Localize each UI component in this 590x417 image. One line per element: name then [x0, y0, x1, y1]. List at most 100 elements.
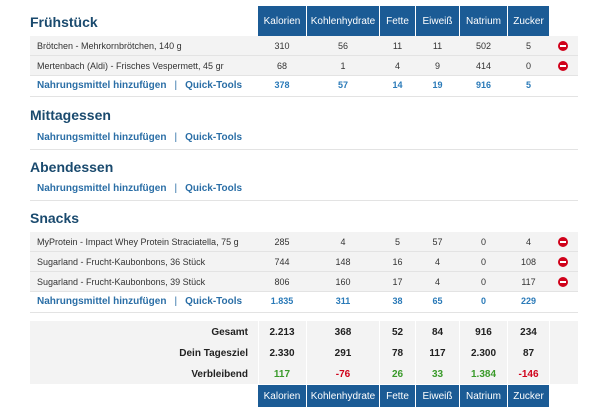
minus-circle-icon[interactable] — [558, 257, 568, 267]
protein-value: 57 — [432, 237, 443, 247]
total-fat: 38 — [392, 296, 403, 306]
table-row — [30, 252, 578, 271]
column-header-calories: Kalorien — [258, 385, 306, 407]
summary-total-protein: 84 — [431, 327, 444, 338]
summary-remaining-sodium: 1.384 — [470, 369, 497, 380]
carbs-value: 56 — [337, 41, 348, 51]
carbs-value: 148 — [335, 257, 351, 267]
total-fat: 14 — [392, 80, 403, 90]
total-protein: 65 — [432, 296, 443, 306]
summary-label-remaining: Verbleibend — [191, 369, 248, 380]
summary-column-divider — [459, 321, 460, 384]
summary-column-divider — [507, 321, 508, 384]
minus-circle-icon[interactable] — [558, 61, 568, 71]
add-food-link[interactable]: Nahrungsmittel hinzufügen — [37, 80, 167, 91]
column-header-carbs: Kohlenhydrate — [307, 385, 379, 407]
summary-goal-calories: 2.330 — [269, 348, 295, 359]
summary-goal-protein: 117 — [429, 348, 446, 359]
summary-total-fat: 52 — [391, 327, 404, 338]
sodium-value: 0 — [480, 237, 486, 247]
row-divider — [30, 312, 578, 313]
summary-goal-sugar: 87 — [522, 348, 535, 359]
minus-circle-icon[interactable] — [558, 277, 568, 287]
summary-remaining-fat: 26 — [391, 369, 404, 380]
summary-total-sodium: 916 — [475, 327, 492, 338]
sodium-value: 414 — [475, 61, 492, 71]
link-separator: | — [174, 132, 178, 143]
carbs-value: 1 — [340, 61, 346, 71]
row-divider — [30, 149, 578, 150]
meal-title-breakfast: Frühstück — [30, 14, 98, 30]
summary-remaining-sugar: -146 — [518, 369, 539, 380]
meal-actions-breakfast: Nahrungsmittel hinzufügen | Quick-Tools — [37, 80, 242, 91]
food-name[interactable]: Sugarland - Frucht-Kaubonbons, 39 Stück — [37, 277, 206, 287]
food-name[interactable]: Brötchen - Mehrkornbrötchen, 140 g — [37, 41, 182, 51]
summary-total-sugar: 234 — [520, 327, 537, 338]
add-food-link[interactable]: Nahrungsmittel hinzufügen — [37, 296, 167, 307]
minus-circle-icon[interactable] — [558, 41, 568, 51]
meal-actions-dinner: Nahrungsmittel hinzufügen | Quick-Tools — [37, 183, 242, 194]
add-food-link[interactable]: Nahrungsmittel hinzufügen — [37, 183, 167, 194]
food-name[interactable]: MyProtein - Impact Whey Protein Straciat… — [37, 237, 239, 247]
total-calories: 378 — [274, 80, 290, 90]
summary-remaining-calories: 117 — [273, 369, 291, 380]
row-divider — [30, 251, 578, 252]
add-food-link[interactable]: Nahrungsmittel hinzufügen — [37, 132, 167, 143]
calories-value: 806 — [274, 277, 290, 287]
total-sugar: 5 — [525, 80, 531, 90]
fat-value: 16 — [392, 257, 403, 267]
sodium-value: 0 — [480, 277, 486, 287]
summary-goal-fat: 78 — [391, 348, 404, 359]
total-protein: 19 — [432, 80, 443, 90]
row-divider — [30, 96, 578, 97]
meal-actions-lunch: Nahrungsmittel hinzufügen | Quick-Tools — [37, 132, 242, 143]
column-header-protein: Eiweiß — [416, 6, 459, 36]
row-divider — [30, 271, 578, 272]
row-divider — [30, 75, 578, 76]
summary-goal-carbs: 291 — [334, 348, 352, 359]
summary-goal-sodium: 2.300 — [470, 348, 497, 359]
food-name[interactable]: Mertenbach (Aldi) - Frisches Vespermett,… — [37, 61, 224, 71]
quick-tools-link[interactable]: Quick-Tools — [185, 183, 243, 194]
summary-remaining-carbs: -76 — [335, 369, 351, 380]
summary-total-carbs: 368 — [334, 327, 352, 338]
total-carbs: 57 — [337, 80, 348, 90]
carbs-value: 160 — [335, 277, 351, 287]
summary-column-divider — [415, 321, 416, 384]
summary-remaining-protein: 33 — [431, 369, 444, 380]
food-name[interactable]: Sugarland - Frucht-Kaubonbons, 36 Stück — [37, 257, 206, 267]
column-header-sugar: Zucker — [508, 385, 549, 407]
column-header-sodium: Natrium — [460, 6, 507, 36]
sugar-value: 108 — [520, 257, 537, 267]
meal-title-lunch: Mittagessen — [30, 107, 111, 123]
column-header-carbs: Kohlenhydrate — [307, 6, 379, 36]
total-sugar: 229 — [520, 296, 537, 306]
column-header-calories: Kalorien — [258, 6, 306, 36]
quick-tools-link[interactable]: Quick-Tools — [185, 80, 243, 91]
table-row — [30, 272, 578, 291]
summary-label-total: Gesamt — [211, 327, 248, 338]
summary-column-divider — [549, 321, 550, 384]
link-separator: | — [174, 296, 178, 307]
meal-title-snacks: Snacks — [30, 210, 80, 226]
calories-value: 744 — [274, 257, 290, 267]
total-carbs: 311 — [335, 296, 351, 306]
summary-column-divider — [258, 321, 259, 384]
quick-tools-link[interactable]: Quick-Tools — [185, 296, 243, 307]
carbs-value: 4 — [340, 237, 346, 247]
quick-tools-link[interactable]: Quick-Tools — [185, 132, 243, 143]
protein-value: 11 — [432, 41, 443, 51]
summary-total-calories: 2.213 — [269, 327, 295, 338]
calories-value: 310 — [274, 41, 290, 51]
row-divider — [30, 291, 578, 292]
minus-circle-icon[interactable] — [558, 237, 568, 247]
total-sodium: 0 — [480, 296, 486, 306]
column-header-protein: Eiweiß — [416, 385, 459, 407]
sugar-value: 5 — [525, 41, 531, 51]
calories-value: 285 — [274, 237, 290, 247]
column-header-sugar: Zucker — [508, 6, 549, 36]
column-header-sodium: Natrium — [460, 385, 507, 407]
protein-value: 4 — [434, 257, 440, 267]
column-header-fat: Fette — [380, 6, 415, 36]
link-separator: | — [174, 183, 178, 194]
